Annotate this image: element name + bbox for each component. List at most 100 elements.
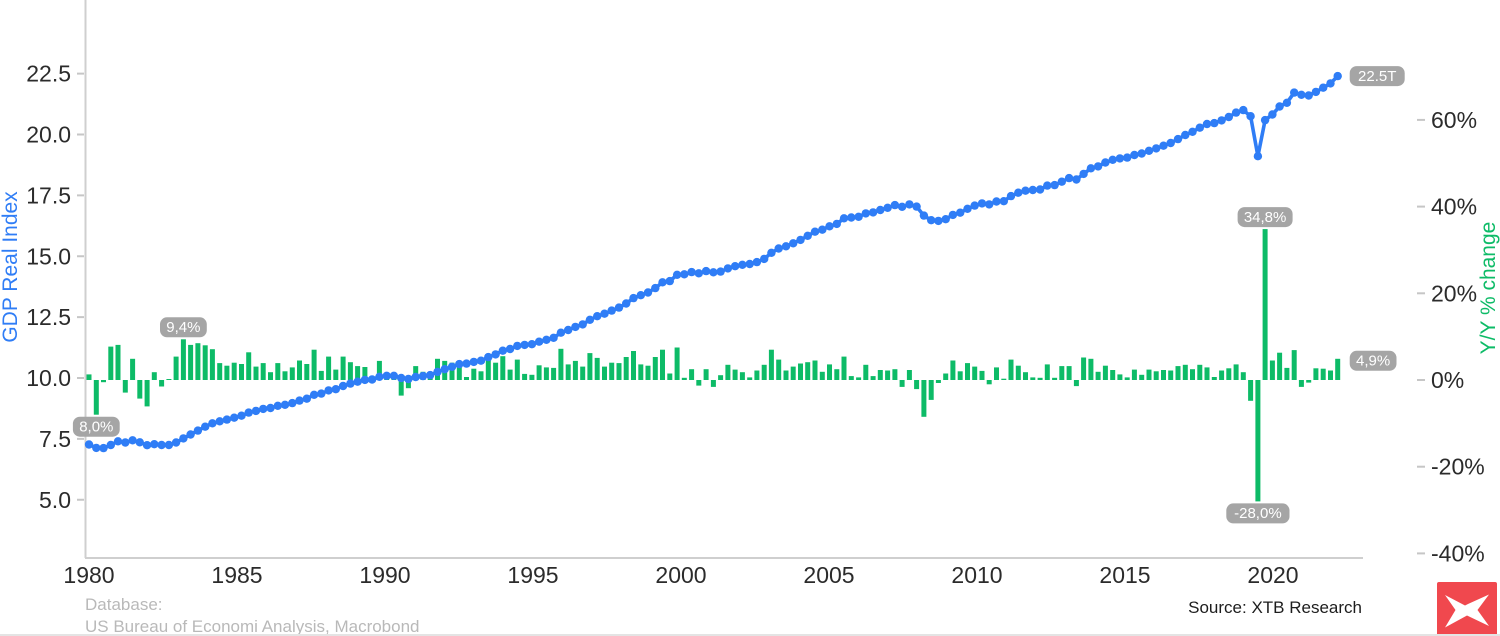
gdp-line-dot bbox=[208, 419, 217, 428]
gdp-line-dot bbox=[985, 200, 994, 209]
gdp-line-dot bbox=[251, 406, 261, 416]
gdp-line-dot bbox=[1130, 150, 1139, 160]
yoy-change-bar bbox=[326, 356, 332, 380]
gdp-line-dot bbox=[505, 344, 515, 354]
yoy-change-bar bbox=[667, 373, 673, 380]
yoy-change-bar bbox=[616, 363, 622, 380]
yoy-change-bar bbox=[718, 375, 724, 380]
gdp-line-dot bbox=[397, 373, 406, 383]
yoy-change-bar bbox=[188, 344, 194, 380]
yoy-change-bar bbox=[1153, 371, 1159, 380]
yoy-change-bar bbox=[275, 363, 281, 380]
gdp-line-dot bbox=[1006, 191, 1016, 201]
gdp-line-dot bbox=[643, 288, 653, 297]
yoy-change-bar bbox=[522, 373, 528, 380]
gdp-line-dot bbox=[360, 375, 370, 385]
gdp-line-dot bbox=[295, 396, 304, 405]
yoy-change-bar bbox=[246, 352, 252, 380]
x-tick-label: 2000 bbox=[655, 562, 706, 588]
gdp-line-dot bbox=[1086, 164, 1096, 173]
gdp-line-dot bbox=[186, 430, 195, 439]
x-tick-label: 1995 bbox=[507, 562, 558, 588]
gdp-line-dot bbox=[658, 278, 667, 287]
gdp-line-dot bbox=[934, 216, 943, 226]
gdp-line-dot bbox=[150, 440, 159, 449]
y-left-tick-label: 7.5 bbox=[39, 426, 71, 452]
gdp-line-dot bbox=[317, 389, 326, 398]
yoy-change-bar bbox=[572, 360, 578, 380]
yoy-change-bar bbox=[289, 367, 295, 380]
annotation-badge: 34,8% bbox=[1237, 207, 1293, 228]
gdp-line-dot bbox=[948, 210, 958, 220]
yoy-change-bar bbox=[1313, 368, 1319, 380]
y-left-tick-label: 15.0 bbox=[26, 243, 71, 269]
y-right-tick-label: 0% bbox=[1431, 367, 1464, 393]
annotation-badge-label: 8,0% bbox=[79, 419, 113, 436]
yoy-change-bar bbox=[899, 380, 905, 387]
gdp-line-dot bbox=[542, 335, 551, 344]
gdp-line-dot bbox=[237, 411, 246, 420]
yoy-change-bar bbox=[906, 370, 912, 380]
gdp-line-dot bbox=[1159, 141, 1168, 150]
annotation-badge: 9,4% bbox=[160, 317, 207, 338]
yoy-bars-series bbox=[86, 229, 1341, 502]
gdp-line-dot bbox=[760, 254, 769, 264]
gdp-line-dot bbox=[513, 341, 522, 351]
annotation-badge-bg bbox=[1349, 66, 1405, 87]
gdp-line-dot bbox=[1123, 153, 1132, 162]
gdp-line-dot bbox=[1224, 112, 1234, 122]
gdp-line-dot bbox=[941, 215, 950, 224]
yoy-change-bar bbox=[1284, 367, 1290, 380]
xtb-logo bbox=[1437, 582, 1497, 636]
yoy-change-bar bbox=[798, 363, 803, 380]
x-tick-label: 1980 bbox=[63, 562, 114, 588]
yoy-change-bar bbox=[877, 370, 883, 380]
gdp-line-dot bbox=[484, 352, 493, 362]
yoy-change-bar bbox=[166, 379, 172, 380]
gdp-line-dot bbox=[1210, 118, 1219, 128]
yoy-change-bar bbox=[1328, 370, 1333, 380]
yoy-change-bar bbox=[1168, 370, 1174, 380]
y-right-tick-label: -40% bbox=[1431, 540, 1485, 566]
yoy-change-bar bbox=[957, 371, 963, 380]
gdp-line-dot bbox=[1202, 119, 1212, 129]
yoy-change-bar bbox=[950, 360, 956, 380]
yoy-change-bar bbox=[1211, 377, 1217, 380]
yoy-change-bar bbox=[493, 362, 499, 380]
x-tick-label: 1985 bbox=[211, 562, 262, 588]
gdp-line-dot bbox=[723, 264, 733, 273]
gdp-line-dot bbox=[977, 199, 987, 208]
annotation-badge: 8,0% bbox=[72, 416, 120, 437]
gdp-line-series bbox=[84, 71, 1342, 453]
gdp-line-dot bbox=[1144, 146, 1154, 155]
gdp-line-dot bbox=[534, 337, 544, 346]
database-value: US Bureau of Economi Analysis, Macrobond bbox=[85, 617, 420, 636]
gdp-line-dot bbox=[302, 394, 311, 403]
gdp-line-dot bbox=[1014, 188, 1023, 197]
gdp-line-dot bbox=[709, 268, 718, 277]
gdp-line-dot bbox=[266, 403, 275, 413]
gdp-line-dot bbox=[593, 312, 602, 321]
gdp-line-dot bbox=[1297, 90, 1306, 100]
gdp-line-dot bbox=[106, 440, 116, 450]
gdp-line-dot bbox=[462, 359, 471, 368]
y-left-tick-label: 22.5 bbox=[26, 61, 71, 87]
yoy-change-bar bbox=[725, 364, 731, 380]
annotation-badge-bg bbox=[160, 317, 207, 338]
gdp-line-dot bbox=[426, 370, 435, 380]
yoy-change-bar bbox=[231, 362, 237, 380]
x-tick-label: 2015 bbox=[1099, 562, 1150, 588]
yoy-change-bar bbox=[1001, 378, 1007, 380]
annotation-badge-bg bbox=[1237, 207, 1293, 228]
gdp-line-dot bbox=[607, 306, 616, 315]
y-left-tick-label: 10.0 bbox=[26, 365, 71, 391]
yoy-change-bar bbox=[870, 376, 876, 380]
gdp-line-dot bbox=[164, 440, 174, 450]
yoy-change-bar bbox=[376, 360, 382, 380]
gdp-line-dot bbox=[411, 372, 420, 382]
yoy-change-bar bbox=[333, 369, 339, 380]
gdp-line-dot bbox=[1064, 173, 1074, 183]
yoy-change-bar bbox=[710, 380, 716, 387]
gdp-line-dot bbox=[854, 212, 863, 221]
yoy-change-bar bbox=[943, 373, 949, 380]
